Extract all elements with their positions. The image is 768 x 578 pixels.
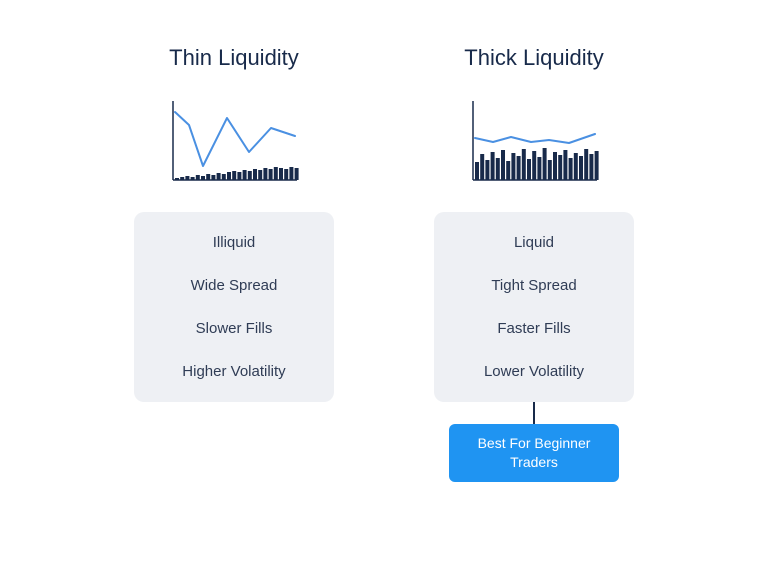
card-item: Lower Volatility	[484, 363, 584, 380]
card-item: Tight Spread	[491, 277, 576, 294]
card-item: Faster Fills	[497, 320, 570, 337]
thick-liquidity-title: Thick Liquidity	[464, 45, 603, 71]
thick-liquidity-card: Liquid Tight Spread Faster Fills Lower Vola…	[434, 212, 634, 402]
beginner-callout-label: Best For Beginner Traders	[478, 435, 591, 470]
beginner-callout: Best For Beginner Traders	[449, 424, 619, 482]
card-item: Slower Fills	[196, 320, 273, 337]
thin-liquidity-card: Illiquid Wide Spread Slower Fills Higher Vo…	[134, 212, 334, 402]
thin-liquidity-column: Thin Liquidity Illiquid Wide Spread Slower…	[129, 45, 339, 402]
thick-liquidity-chart	[469, 99, 599, 184]
thin-liquidity-chart-svg	[169, 99, 299, 184]
thin-liquidity-chart	[169, 99, 299, 184]
thin-liquidity-title: Thin Liquidity	[169, 45, 299, 71]
card-item: Higher Volatility	[182, 363, 285, 380]
card-item: Illiquid	[213, 234, 256, 251]
thick-liquidity-chart-svg	[469, 99, 599, 184]
card-item: Wide Spread	[191, 277, 278, 294]
thick-liquidity-column: Thick Liquidity Liquid Tight Spread Faster…	[429, 45, 639, 482]
connector-line	[533, 402, 535, 424]
card-item: Liquid	[514, 234, 554, 251]
